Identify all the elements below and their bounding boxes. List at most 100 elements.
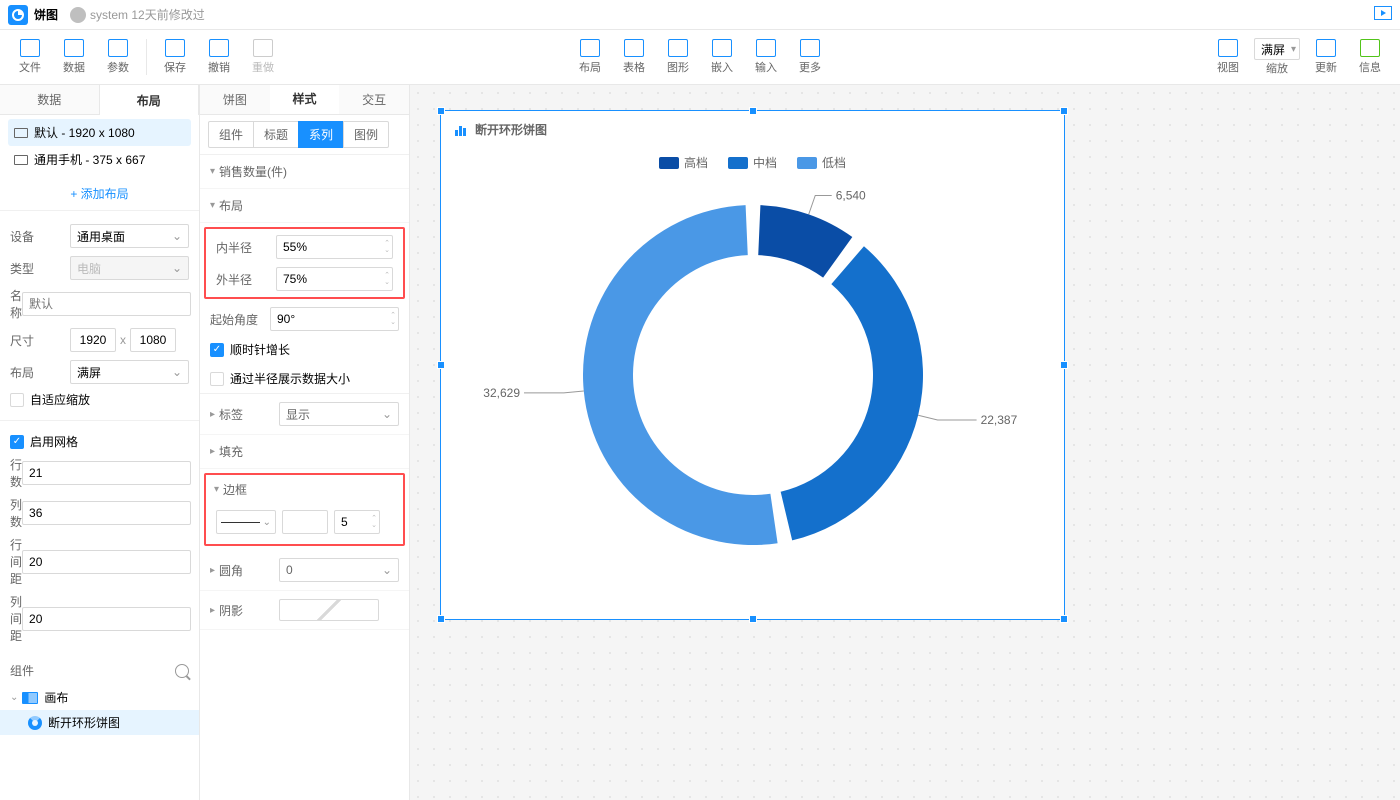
- prop-tab-样式[interactable]: 样式: [270, 85, 340, 114]
- layout-section[interactable]: ▾布局: [200, 189, 409, 223]
- rowgap-label: 行间距: [10, 536, 22, 587]
- radius-scale-checkbox[interactable]: 通过半径展示数据大小: [200, 364, 409, 393]
- shadow-preview[interactable]: [279, 599, 379, 621]
- name-label: 名称: [10, 287, 22, 321]
- rows-label: 行数: [10, 456, 22, 490]
- prop-tab-交互[interactable]: 交互: [339, 85, 409, 114]
- zoom-select[interactable]: 满屏: [1254, 38, 1300, 60]
- layout-item[interactable]: 通用手机 - 375 x 667: [8, 146, 191, 173]
- svg-text:6,540: 6,540: [835, 188, 865, 202]
- height-input[interactable]: [130, 328, 176, 352]
- data-button[interactable]: 数据: [52, 33, 96, 81]
- start-angle-input[interactable]: 90°: [270, 307, 399, 331]
- donut-icon: [28, 716, 42, 730]
- left-tab-数据[interactable]: 数据: [0, 85, 99, 115]
- canvas-tree-item[interactable]: ⌄画布: [0, 685, 199, 710]
- more-button[interactable]: 更多: [788, 33, 832, 81]
- properties-panel: 饼图样式交互 组件标题系列图例 ▾销售数量(件) ▾布局 内半径55% 外半径7…: [200, 85, 410, 800]
- bar-chart-icon: [455, 124, 469, 136]
- outer-radius-input[interactable]: 75%: [276, 267, 393, 291]
- modified-meta: system 12天前修改过: [90, 6, 205, 23]
- resize-handle-tl[interactable]: [437, 107, 445, 115]
- resize-handle-t[interactable]: [749, 107, 757, 115]
- colgap-input[interactable]: [22, 607, 191, 631]
- main-toolbar: 文件数据参数 保存撤销重做 布局表格图形嵌入输入更多 视图 满屏 缩放 更新 信…: [0, 30, 1400, 85]
- border-style-select[interactable]: [216, 510, 276, 534]
- input-button[interactable]: 输入: [744, 33, 788, 81]
- preview-icon[interactable]: [1374, 6, 1392, 23]
- sub-tab-组件[interactable]: 组件: [208, 121, 254, 148]
- refresh-button[interactable]: 更新: [1304, 33, 1348, 81]
- label-section[interactable]: ▸标签显示: [200, 393, 409, 435]
- name-input[interactable]: [22, 292, 191, 316]
- page-title: 饼图: [34, 6, 58, 23]
- undo-button[interactable]: 撤销: [197, 33, 241, 81]
- donut-chart: 6,54022,38732,629: [443, 175, 1063, 595]
- border-section[interactable]: ▾边框: [206, 477, 403, 502]
- legend-item[interactable]: 中档: [728, 154, 777, 171]
- canvas-icon: [22, 692, 38, 704]
- adaptive-checkbox[interactable]: 自适应缩放: [10, 391, 189, 408]
- resize-handle-tr[interactable]: [1060, 107, 1068, 115]
- layout-mode-label: 布局: [10, 364, 70, 381]
- user-avatar-icon: [70, 7, 86, 23]
- redo-button[interactable]: 重做: [241, 33, 285, 81]
- sub-tab-标题[interactable]: 标题: [253, 121, 299, 148]
- corner-input[interactable]: 0: [279, 558, 399, 582]
- scale-label: 缩放: [1266, 60, 1288, 76]
- start-angle-label: 起始角度: [210, 311, 270, 328]
- clockwise-checkbox[interactable]: ✓顺时针增长: [200, 335, 409, 364]
- view-button[interactable]: 视图: [1206, 33, 1250, 81]
- app-logo: [8, 5, 28, 25]
- layout-mode-select[interactable]: 满屏: [70, 360, 189, 384]
- fill-section[interactable]: ▸填充: [200, 435, 409, 469]
- type-label: 类型: [10, 260, 70, 277]
- label-mode-select[interactable]: 显示: [279, 402, 399, 426]
- legend-item[interactable]: 高档: [659, 154, 708, 171]
- add-layout-button[interactable]: + 添加布局: [0, 177, 199, 210]
- inner-radius-input[interactable]: 55%: [276, 235, 393, 259]
- layout-button[interactable]: 布局: [568, 33, 612, 81]
- width-input[interactable]: [70, 328, 116, 352]
- radius-highlight: 内半径55% 外半径75%: [204, 227, 405, 299]
- embed-button[interactable]: 嵌入: [700, 33, 744, 81]
- search-icon[interactable]: [175, 664, 189, 678]
- chart-button[interactable]: 图形: [656, 33, 700, 81]
- separator: [146, 39, 147, 75]
- outer-radius-label: 外半径: [216, 271, 276, 288]
- border-highlight: ▾边框 5: [204, 473, 405, 546]
- rows-input[interactable]: [22, 461, 191, 485]
- corner-section[interactable]: ▸圆角0: [200, 550, 409, 591]
- resize-handle-b[interactable]: [749, 615, 757, 623]
- canvas-area[interactable]: 断开环形饼图 高档中档低档 6,54022,38732,629: [410, 85, 1400, 800]
- save-button[interactable]: 保存: [153, 33, 197, 81]
- cols-input[interactable]: [22, 501, 191, 525]
- params-button[interactable]: 参数: [96, 33, 140, 81]
- type-select: 电脑: [70, 256, 189, 280]
- table-button[interactable]: 表格: [612, 33, 656, 81]
- file-button[interactable]: 文件: [8, 33, 52, 81]
- device-label: 设备: [10, 228, 70, 245]
- device-select[interactable]: 通用桌面: [70, 224, 189, 248]
- chart-tree-item[interactable]: 断开环形饼图: [0, 710, 199, 735]
- info-button[interactable]: 信息: [1348, 33, 1392, 81]
- series-name-section[interactable]: ▾销售数量(件): [200, 155, 409, 189]
- resize-handle-bl[interactable]: [437, 615, 445, 623]
- chart-component[interactable]: 断开环形饼图 高档中档低档 6,54022,38732,629: [440, 110, 1065, 620]
- svg-text:32,629: 32,629: [483, 386, 520, 400]
- border-width-input[interactable]: 5: [334, 510, 380, 534]
- inner-radius-label: 内半径: [216, 239, 276, 256]
- layout-item[interactable]: 默认 - 1920 x 1080: [8, 119, 191, 146]
- prop-tab-饼图[interactable]: 饼图: [200, 85, 270, 114]
- legend-item[interactable]: 低档: [797, 154, 846, 171]
- grid-enable-checkbox[interactable]: ✓启用网格: [10, 433, 189, 450]
- colgap-label: 列间距: [10, 593, 22, 644]
- shadow-section[interactable]: ▸阴影: [200, 591, 409, 630]
- rowgap-input[interactable]: [22, 550, 191, 574]
- sub-tab-系列[interactable]: 系列: [298, 121, 344, 148]
- sub-tab-图例[interactable]: 图例: [343, 121, 389, 148]
- left-tab-布局[interactable]: 布局: [99, 85, 200, 115]
- cols-label: 列数: [10, 496, 22, 530]
- border-color-picker[interactable]: [282, 510, 328, 534]
- resize-handle-br[interactable]: [1060, 615, 1068, 623]
